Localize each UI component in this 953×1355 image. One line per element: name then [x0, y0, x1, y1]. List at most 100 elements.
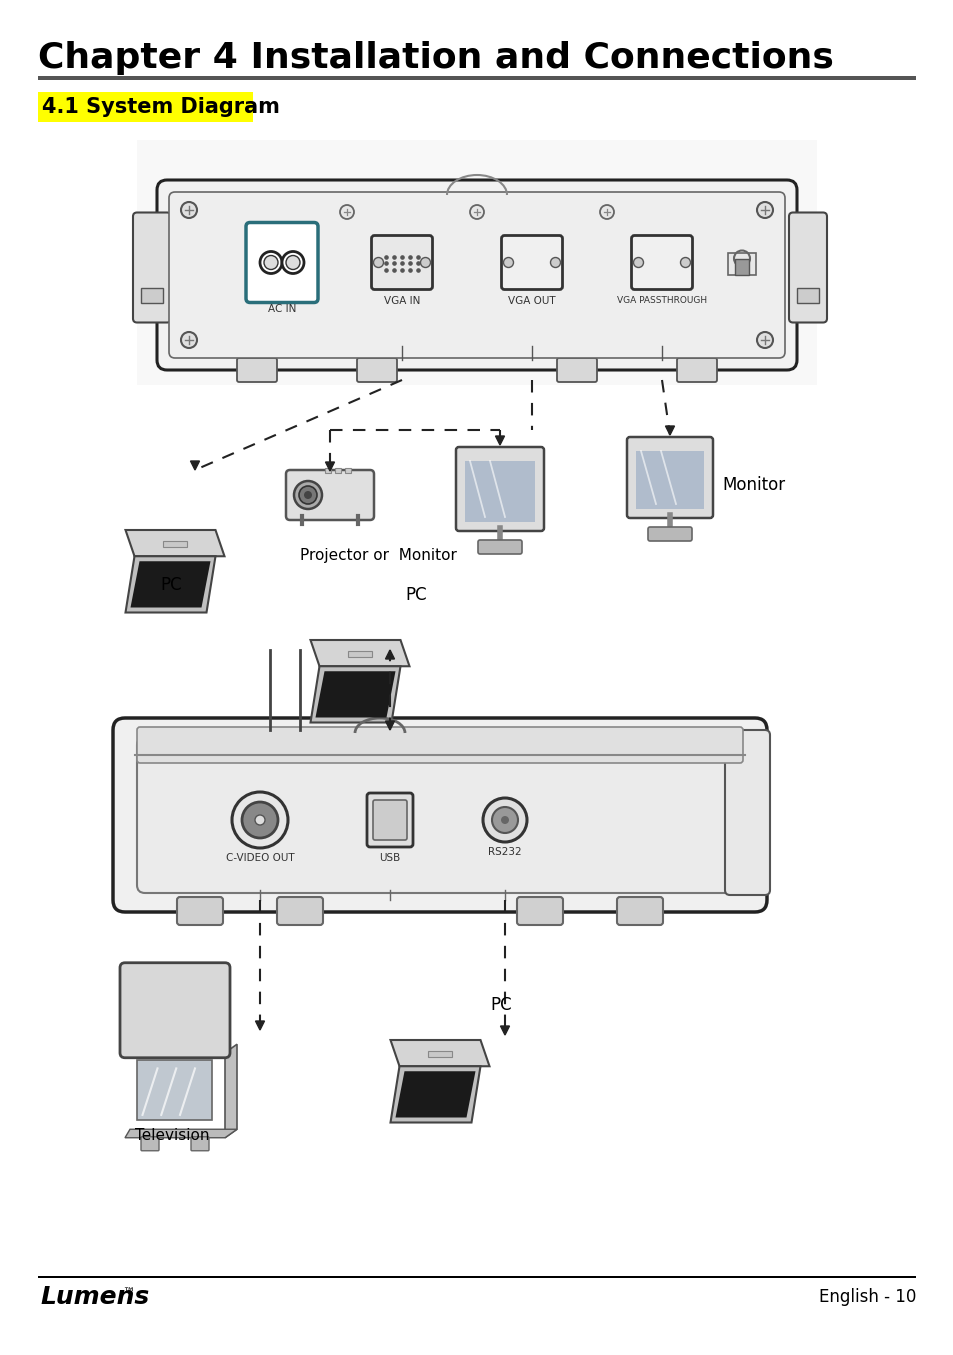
Bar	[464, 461, 535, 522]
Text: Television: Television	[135, 1127, 210, 1144]
Text: Chapter 4 Installation and Connections: Chapter 4 Installation and Connections	[38, 41, 833, 75]
Circle shape	[264, 256, 277, 270]
FancyBboxPatch shape	[356, 358, 396, 382]
Circle shape	[503, 257, 513, 267]
Text: Monitor: Monitor	[721, 476, 784, 495]
Text: Projector or  Monitor: Projector or Monitor	[299, 547, 456, 562]
Text: AC IN: AC IN	[268, 304, 295, 313]
Circle shape	[260, 252, 282, 274]
Circle shape	[304, 491, 312, 499]
Circle shape	[374, 257, 383, 267]
Polygon shape	[390, 1066, 480, 1122]
Text: 4.1 System Diagram: 4.1 System Diagram	[42, 98, 279, 117]
Polygon shape	[310, 667, 400, 722]
FancyBboxPatch shape	[677, 358, 717, 382]
Circle shape	[254, 814, 265, 825]
Bar	[141, 287, 163, 304]
Circle shape	[181, 202, 196, 218]
Text: English - 10: English - 10	[818, 1289, 915, 1306]
Text: VGA PASSTHROUGH: VGA PASSTHROUGH	[617, 295, 706, 305]
Bar	[38, 92, 253, 122]
Bar	[38, 76, 915, 80]
Circle shape	[679, 257, 690, 267]
Circle shape	[500, 816, 509, 824]
Bar	[38, 1276, 915, 1278]
Polygon shape	[385, 721, 395, 730]
Circle shape	[420, 257, 430, 267]
Text: C-VIDEO OUT: C-VIDEO OUT	[226, 854, 294, 863]
Circle shape	[470, 205, 483, 220]
Polygon shape	[131, 561, 211, 607]
FancyBboxPatch shape	[367, 793, 413, 847]
Polygon shape	[665, 425, 674, 435]
Polygon shape	[125, 1129, 236, 1138]
Circle shape	[339, 205, 354, 220]
FancyBboxPatch shape	[373, 799, 407, 840]
FancyBboxPatch shape	[456, 447, 543, 531]
Polygon shape	[255, 1022, 264, 1030]
FancyBboxPatch shape	[286, 470, 374, 520]
Circle shape	[181, 332, 196, 348]
Circle shape	[757, 202, 772, 218]
FancyBboxPatch shape	[141, 1137, 159, 1150]
Text: VGA OUT: VGA OUT	[508, 295, 556, 305]
FancyBboxPatch shape	[191, 1137, 209, 1150]
FancyBboxPatch shape	[112, 718, 766, 912]
FancyBboxPatch shape	[724, 730, 769, 896]
Circle shape	[757, 332, 772, 348]
FancyBboxPatch shape	[371, 236, 432, 290]
Circle shape	[282, 252, 304, 274]
FancyBboxPatch shape	[517, 897, 562, 925]
FancyBboxPatch shape	[137, 737, 742, 893]
FancyBboxPatch shape	[626, 438, 712, 518]
Bar	[796, 287, 818, 304]
FancyBboxPatch shape	[169, 192, 784, 358]
FancyBboxPatch shape	[157, 180, 796, 370]
Circle shape	[492, 808, 517, 833]
Polygon shape	[191, 461, 199, 470]
Circle shape	[242, 802, 277, 837]
FancyBboxPatch shape	[788, 213, 826, 322]
FancyBboxPatch shape	[557, 358, 597, 382]
Circle shape	[286, 256, 299, 270]
Circle shape	[633, 257, 643, 267]
Bar	[325, 467, 331, 473]
Bar	[335, 467, 340, 473]
Bar	[345, 467, 351, 473]
Text: USB: USB	[379, 854, 400, 863]
Polygon shape	[495, 436, 504, 444]
FancyBboxPatch shape	[501, 236, 562, 290]
Bar	[727, 252, 755, 275]
FancyBboxPatch shape	[132, 213, 171, 322]
Polygon shape	[126, 530, 224, 557]
Polygon shape	[385, 650, 395, 659]
Polygon shape	[315, 671, 395, 718]
Circle shape	[599, 205, 614, 220]
Text: PC: PC	[490, 996, 511, 1014]
FancyBboxPatch shape	[120, 963, 230, 1058]
Bar	[137, 1061, 213, 1119]
FancyBboxPatch shape	[631, 236, 692, 290]
Polygon shape	[126, 557, 215, 612]
Polygon shape	[500, 1026, 509, 1035]
Text: PC: PC	[405, 585, 426, 604]
Polygon shape	[390, 1041, 489, 1066]
Polygon shape	[325, 462, 335, 472]
Circle shape	[482, 798, 526, 841]
Circle shape	[294, 481, 322, 509]
Bar	[348, 650, 372, 657]
FancyBboxPatch shape	[246, 222, 317, 302]
FancyBboxPatch shape	[276, 897, 323, 925]
FancyBboxPatch shape	[477, 541, 521, 554]
Text: VGA IN: VGA IN	[383, 295, 419, 305]
FancyBboxPatch shape	[647, 527, 691, 541]
Polygon shape	[395, 1072, 475, 1118]
FancyBboxPatch shape	[236, 358, 276, 382]
FancyBboxPatch shape	[617, 897, 662, 925]
Bar	[163, 541, 187, 547]
Text: PC: PC	[160, 576, 181, 593]
Text: ™: ™	[122, 1287, 134, 1299]
FancyBboxPatch shape	[137, 728, 742, 763]
Circle shape	[550, 257, 560, 267]
Polygon shape	[225, 1045, 236, 1138]
